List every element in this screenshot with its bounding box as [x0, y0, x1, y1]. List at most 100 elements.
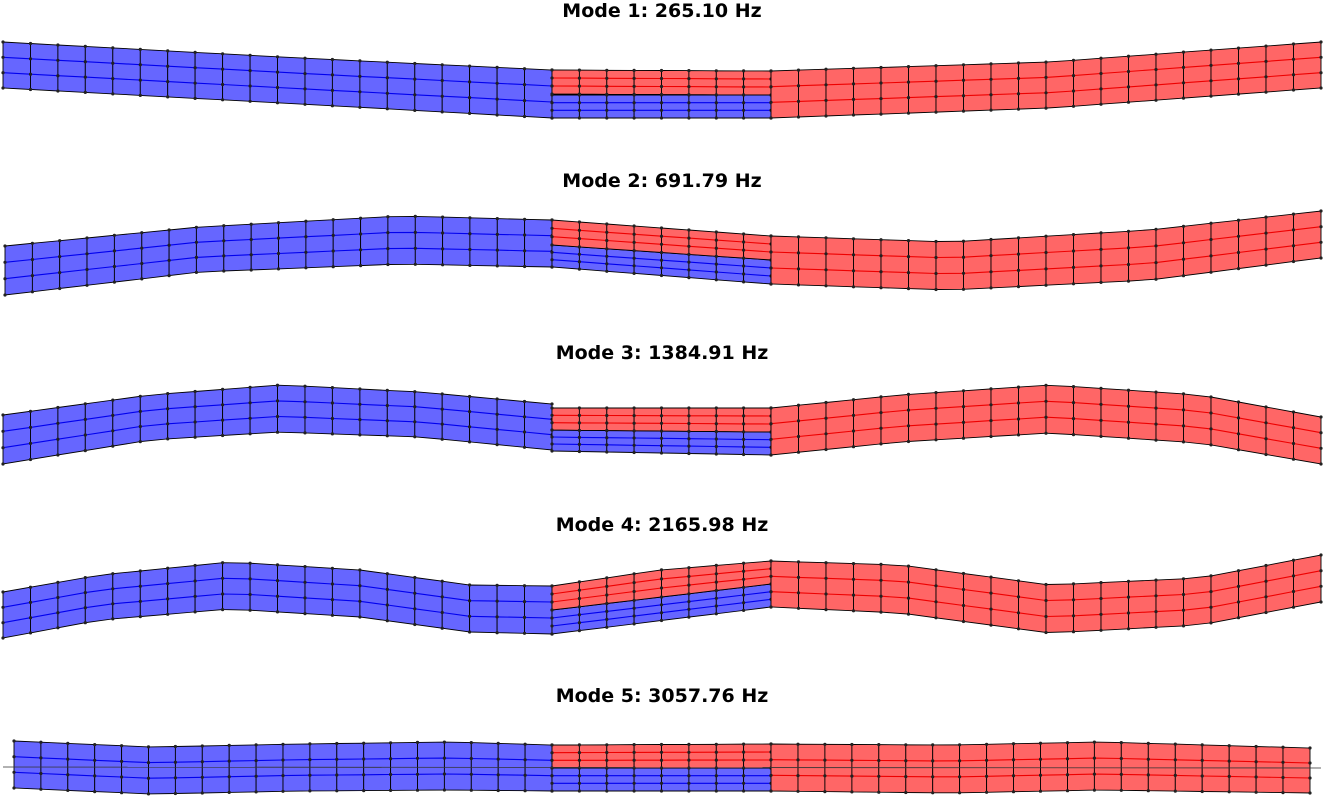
right-beam-node — [851, 429, 856, 433]
left-beam-node — [385, 434, 389, 438]
right-beam-overlap-node — [550, 413, 554, 417]
mode-2-mesh — [3, 209, 1323, 297]
right-beam-node — [879, 65, 883, 70]
left-beam-overlap-node — [577, 781, 582, 785]
right-beam-overlap-node — [605, 76, 609, 80]
left-beam-node — [362, 757, 366, 761]
left-beam-overlap-node — [632, 108, 636, 112]
right-beam-node — [824, 416, 828, 420]
right-beam-node — [824, 284, 828, 288]
right-beam-node — [934, 616, 938, 620]
right-beam-node — [1044, 582, 1048, 587]
left-beam-node — [495, 599, 499, 603]
left-beam-node — [415, 772, 420, 776]
left-beam-node — [308, 758, 312, 762]
left-beam-overlap-node — [550, 616, 554, 620]
right-beam-node — [1254, 744, 1258, 749]
left-beam-element — [441, 580, 471, 633]
left-beam-node — [146, 745, 151, 749]
left-beam-node — [221, 576, 225, 580]
left-beam-element — [113, 232, 143, 283]
left-beam-node — [358, 599, 362, 603]
right-beam-node — [1011, 790, 1016, 794]
left-beam-overlap-node — [550, 258, 554, 262]
right-beam-node — [1291, 73, 1296, 77]
right-beam-node — [1071, 282, 1076, 286]
mode-5-title: Mode 5: 3057.76 Hz — [555, 685, 769, 707]
right-beam-element — [1067, 741, 1095, 792]
left-beam-element — [390, 741, 418, 791]
right-beam-node — [851, 269, 856, 273]
left-beam-element — [277, 384, 306, 434]
right-beam-node — [1154, 52, 1158, 56]
right-beam-overlap-node — [632, 429, 636, 433]
left-beam-node — [1, 636, 5, 640]
mode-2-title: Mode 2: 691.79 Hz — [562, 170, 762, 192]
left-beam-node — [304, 219, 308, 223]
left-beam-node — [415, 756, 420, 760]
right-beam-overlap-node — [659, 84, 664, 89]
right-beam-element — [990, 576, 1019, 630]
right-beam-node — [1154, 390, 1158, 394]
right-beam-node — [958, 759, 962, 763]
right-beam-node — [961, 287, 966, 291]
left-beam-overlap-node — [605, 781, 609, 785]
left-beam-overlap-node — [687, 789, 691, 793]
right-beam-element — [853, 396, 882, 448]
left-beam-overlap-element — [578, 767, 608, 792]
right-beam-node — [1200, 774, 1204, 778]
right-beam-node — [931, 759, 935, 763]
right-beam-node — [1016, 595, 1021, 599]
left-beam-node — [93, 774, 97, 778]
left-beam-overlap-node — [687, 116, 691, 120]
right-beam-node — [1319, 71, 1323, 75]
right-beam-overlap-node — [714, 588, 718, 593]
right-beam-overlap-node — [742, 758, 746, 762]
left-beam-node — [30, 274, 34, 278]
left-beam-element — [387, 215, 416, 265]
right-beam-node — [1038, 789, 1043, 793]
right-beam-overlap-node — [605, 238, 609, 243]
right-beam-overlap-node — [550, 218, 554, 222]
left-beam-node — [112, 280, 116, 284]
left-beam-node — [248, 53, 252, 57]
left-beam-node — [193, 66, 197, 70]
left-beam-overlap-node — [659, 266, 664, 270]
right-beam-node — [1181, 224, 1186, 228]
left-beam-node — [440, 626, 444, 630]
left-beam-node — [221, 592, 225, 596]
left-beam-node — [303, 72, 307, 76]
right-beam-element — [1100, 580, 1129, 631]
right-beam-node — [1308, 791, 1312, 795]
left-beam-element — [84, 45, 114, 95]
right-beam-overlap-node — [687, 750, 691, 754]
right-beam-node — [1227, 744, 1231, 748]
mode-4-title: Mode 4: 2165.98 Hz — [555, 514, 769, 536]
right-beam-node — [989, 62, 993, 66]
left-beam-element — [278, 220, 307, 270]
left-beam-node — [66, 757, 70, 761]
right-beam-element — [935, 64, 964, 113]
left-beam-node — [111, 617, 115, 621]
left-beam-node — [495, 264, 499, 268]
left-beam-overlap-node — [742, 601, 746, 605]
left-beam-node — [495, 443, 499, 447]
left-beam-node — [276, 251, 281, 256]
right-beam-overlap-element — [633, 69, 662, 95]
left-beam-node — [413, 93, 417, 97]
right-beam-overlap-node — [577, 76, 582, 80]
right-beam-overlap-element — [633, 744, 662, 769]
left-beam-node — [85, 236, 89, 240]
right-beam-overlap-element — [606, 407, 635, 432]
right-beam-overlap-node — [550, 428, 554, 432]
right-beam-node — [1319, 86, 1323, 90]
left-beam-overlap-node — [714, 101, 718, 105]
right-beam-overlap-node — [605, 584, 609, 589]
left-beam-node — [56, 626, 60, 630]
right-beam-node — [1291, 441, 1296, 446]
right-beam-node — [851, 562, 856, 566]
right-beam-node — [1126, 388, 1131, 392]
right-beam-node — [769, 574, 773, 578]
left-beam-element — [228, 744, 257, 793]
right-beam-overlap-element — [688, 564, 717, 595]
